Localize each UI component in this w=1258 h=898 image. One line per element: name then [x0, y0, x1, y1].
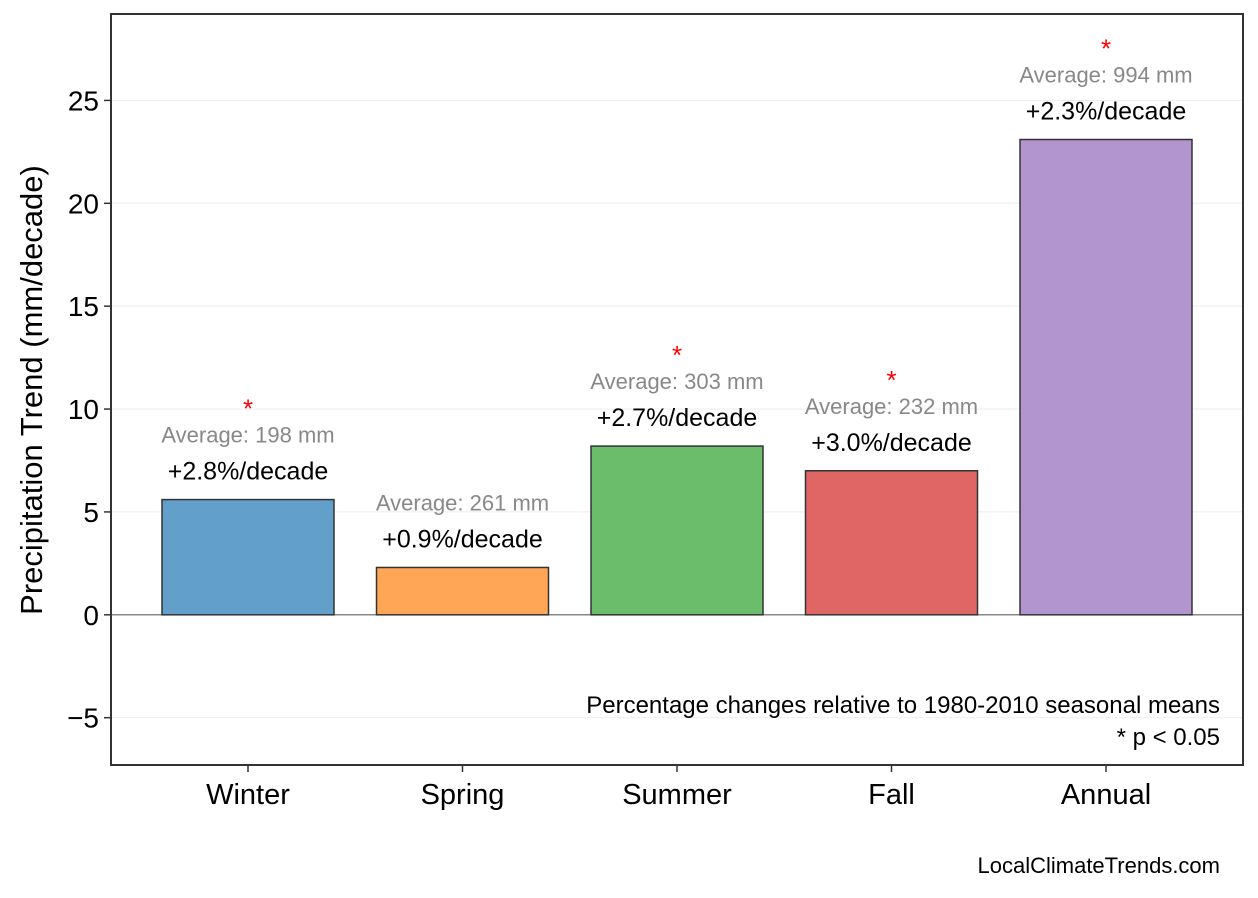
y-tick-label: 20 — [68, 188, 99, 219]
y-tick-label: 15 — [68, 291, 99, 322]
average-label: Average: 198 mm — [161, 423, 334, 448]
y-tick-label: 5 — [83, 497, 99, 528]
percent-label: +2.8%/decade — [168, 458, 329, 486]
bar-summer — [590, 445, 764, 616]
significance-marker: * — [1101, 34, 1111, 64]
average-label: Average: 261 mm — [376, 490, 549, 515]
percent-label: +2.3%/decade — [1026, 98, 1187, 126]
y-tick-label: −5 — [67, 703, 99, 734]
significance-marker: * — [886, 365, 896, 395]
note-line-1: Percentage changes relative to 1980-2010… — [586, 692, 1220, 719]
average-label: Average: 303 mm — [590, 369, 763, 394]
x-tick-label: Spring — [421, 779, 505, 811]
percent-label: +3.0%/decade — [811, 429, 972, 457]
note-line-2: * p < 0.05 — [1117, 724, 1220, 751]
bar-annual — [1019, 138, 1193, 616]
y-tick-label: 10 — [68, 394, 99, 425]
average-label: Average: 232 mm — [805, 394, 978, 419]
significance-marker: * — [243, 394, 253, 424]
bar-winter — [161, 498, 335, 616]
x-tick-label: Summer — [622, 779, 732, 811]
percent-label: +0.9%/decade — [382, 525, 543, 553]
average-label: Average: 994 mm — [1019, 63, 1192, 88]
y-tick-label: 0 — [83, 600, 99, 631]
x-tick-label: Fall — [868, 779, 915, 811]
x-tick-label: Annual — [1061, 779, 1151, 811]
x-tick-label: Winter — [206, 779, 290, 811]
x-axis: Winter Spring Summer Fall Annual — [206, 765, 1151, 811]
y-axis-label: Precipitation Trend (mm/decade) — [14, 165, 49, 615]
y-tick-label: 25 — [68, 85, 99, 116]
y-axis: −5 0 5 10 15 20 25 — [67, 85, 111, 734]
bar-spring — [375, 566, 550, 616]
credit: LocalClimateTrends.com — [978, 853, 1221, 878]
significance-marker: * — [672, 340, 682, 370]
percent-label: +2.7%/decade — [597, 404, 758, 432]
bar-fall — [804, 470, 979, 616]
